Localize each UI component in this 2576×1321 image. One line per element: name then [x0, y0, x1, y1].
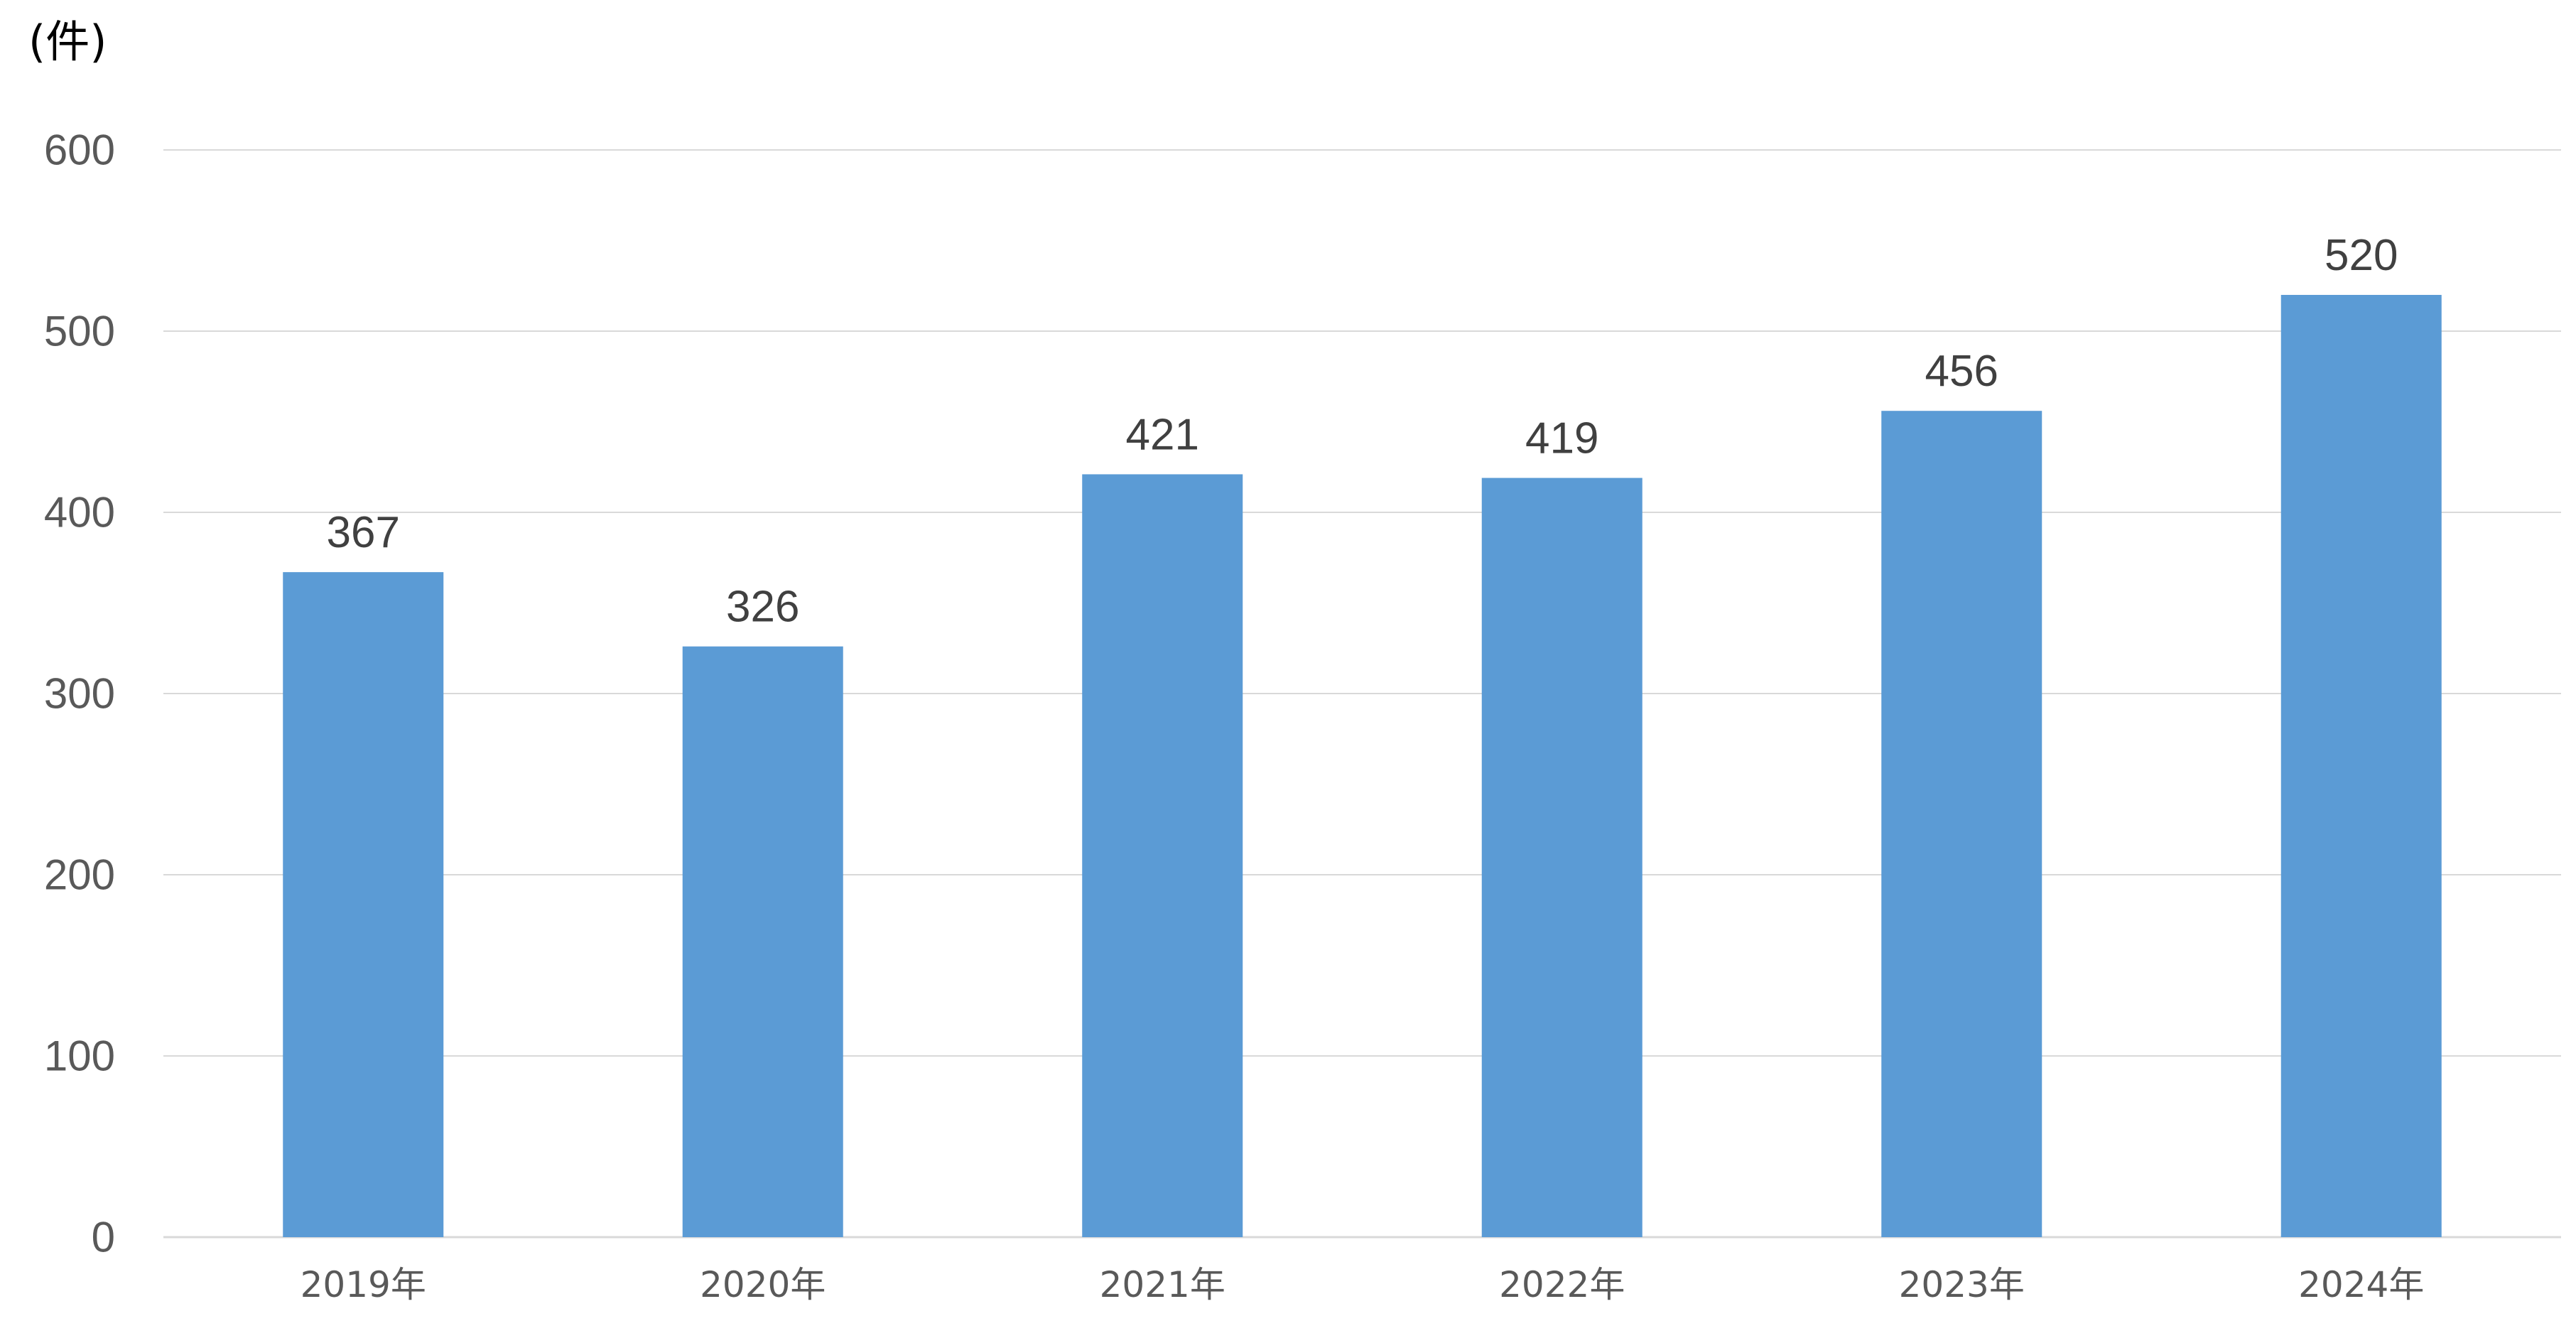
y-tick-label: 400 — [44, 489, 115, 537]
y-axis-unit-label: (件) — [28, 16, 107, 68]
x-tick-label: 2020年 — [700, 1264, 826, 1305]
bar — [682, 646, 843, 1237]
bar — [1082, 474, 1243, 1238]
y-tick-label: 200 — [44, 851, 115, 899]
y-tick-label: 300 — [44, 670, 115, 718]
data-label: 367 — [327, 508, 400, 557]
data-label: 421 — [1126, 410, 1199, 459]
gridlines — [163, 149, 2561, 1239]
bars — [283, 295, 2442, 1238]
x-axis-ticks: 2019年 2020年 2021年 2022年 2023年 2024年 — [301, 1264, 2425, 1305]
data-labels: 367 326 421 419 456 520 — [327, 231, 2398, 632]
y-tick-label: 600 — [44, 126, 115, 174]
data-label: 326 — [726, 583, 799, 632]
bar — [1881, 411, 2042, 1238]
x-tick-label: 2022年 — [1499, 1264, 1625, 1305]
y-tick-label: 0 — [92, 1214, 115, 1261]
bar — [1481, 478, 1643, 1237]
y-axis-ticks: 0 100 200 300 400 500 600 — [44, 126, 115, 1261]
x-tick-label: 2023年 — [1899, 1264, 2025, 1305]
x-tick-label: 2024年 — [2298, 1264, 2424, 1305]
x-tick-label: 2019年 — [301, 1264, 426, 1305]
y-tick-label: 500 — [44, 308, 115, 355]
data-label: 419 — [1525, 414, 1598, 463]
x-tick-label: 2021年 — [1100, 1264, 1225, 1305]
bar — [283, 572, 444, 1237]
bar — [2280, 295, 2442, 1237]
data-label: 456 — [1925, 347, 1998, 396]
data-label: 520 — [2325, 231, 2398, 280]
y-tick-label: 100 — [44, 1032, 115, 1080]
